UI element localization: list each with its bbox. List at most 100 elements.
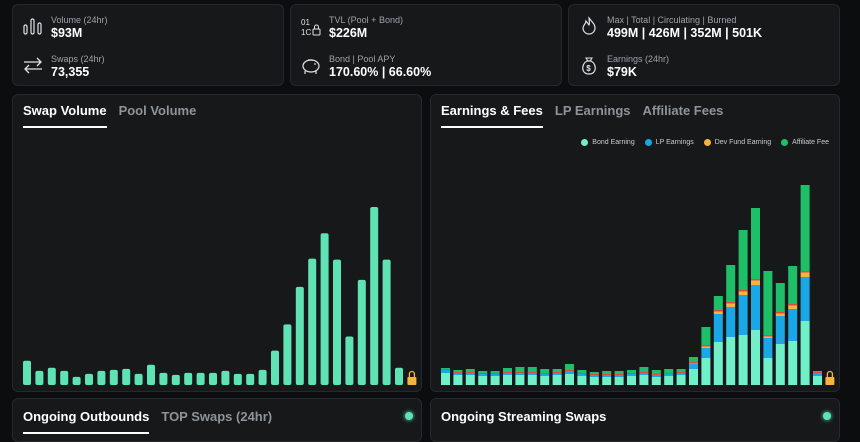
swap-volume-bar[interactable] (283, 324, 292, 385)
earnings-bar-segment[interactable] (589, 377, 599, 385)
legend-lp[interactable]: LP Earnings (644, 139, 694, 146)
earnings-bar-segment[interactable] (527, 373, 537, 375)
swap-volume-bar[interactable] (196, 372, 205, 385)
earnings-bar-segment[interactable] (775, 312, 785, 316)
earnings-bar-segment[interactable] (701, 348, 711, 358)
earnings-bar-segment[interactable] (788, 304, 798, 309)
earnings-bar-segment[interactable] (490, 374, 500, 376)
swap-volume-bar[interactable] (184, 372, 193, 385)
earnings-bar-segment[interactable] (689, 364, 698, 369)
earnings-bar-segment[interactable] (589, 372, 599, 374)
earnings-bar-segment[interactable] (465, 369, 475, 372)
earnings-bar-segment[interactable] (627, 370, 636, 373)
swap-volume-bar[interactable] (345, 336, 354, 385)
earnings-bar-segment[interactable] (639, 367, 649, 372)
earnings-bar-segment[interactable] (441, 370, 450, 373)
earnings-bar-segment[interactable] (602, 371, 612, 374)
earnings-bar-segment[interactable] (664, 374, 674, 376)
swap-volume-bar[interactable] (308, 258, 317, 385)
earnings-bar-segment[interactable] (713, 342, 723, 385)
earnings-bar-segment[interactable] (800, 277, 810, 321)
swap-volume-bar[interactable] (85, 373, 93, 385)
earnings-bar-segment[interactable] (503, 368, 512, 372)
swap-volume-bar[interactable] (258, 369, 267, 385)
tab-affiliate-fees[interactable]: Affiliate Fees (642, 103, 724, 118)
earnings-bar-segment[interactable] (602, 375, 612, 377)
earnings-bar-segment[interactable] (602, 377, 612, 385)
legend-dev[interactable]: Dev Fund Earning (703, 139, 771, 146)
earnings-bar-segment[interactable] (441, 368, 450, 369)
swap-volume-bar[interactable] (122, 368, 131, 385)
earnings-bar-segment[interactable] (788, 266, 798, 304)
earnings-bar-segment[interactable] (614, 371, 624, 374)
earnings-bar-segment[interactable] (515, 367, 525, 372)
earnings-bar-segment[interactable] (441, 373, 450, 385)
earnings-bar-segment[interactable] (775, 283, 785, 312)
swap-volume-bar[interactable] (60, 370, 69, 385)
earnings-bar-segment[interactable] (490, 371, 500, 373)
earnings-bar-segment[interactable] (664, 369, 674, 373)
earnings-bar-segment[interactable] (689, 369, 698, 385)
earnings-bar-segment[interactable] (490, 376, 500, 385)
earnings-bar-segment[interactable] (589, 375, 599, 377)
earnings-bar-segment[interactable] (701, 327, 711, 345)
earnings-bar-segment[interactable] (478, 371, 488, 373)
earnings-bar-segment[interactable] (453, 375, 463, 385)
earnings-bar-segment[interactable] (726, 302, 736, 307)
earnings-bar-segment[interactable] (577, 374, 587, 376)
earnings-bar-segment[interactable] (738, 290, 748, 295)
earnings-bar-segment[interactable] (465, 373, 475, 375)
earnings-bar-segment[interactable] (577, 370, 587, 373)
earnings-bar-segment[interactable] (651, 377, 661, 385)
earnings-bar-segment[interactable] (565, 371, 574, 374)
tab-earnings-fees[interactable]: Earnings & Fees (441, 103, 543, 128)
earnings-bar-segment[interactable] (676, 373, 686, 375)
swap-volume-bar[interactable] (295, 286, 304, 385)
earnings-bar-segment[interactable] (565, 364, 574, 370)
earnings-bar-segment[interactable] (788, 309, 798, 341)
earnings-bar-segment[interactable] (651, 370, 661, 374)
swap-volume-bar[interactable] (382, 259, 391, 385)
earnings-bar-segment[interactable] (540, 376, 550, 385)
earnings-bar-segment[interactable] (552, 375, 562, 385)
earnings-bar-segment[interactable] (800, 321, 810, 385)
earnings-bar-segment[interactable] (726, 265, 736, 302)
swap-volume-bar[interactable] (109, 369, 118, 385)
earnings-bar-segment[interactable] (751, 208, 760, 279)
swap-volume-bar[interactable] (159, 372, 168, 385)
earnings-bar-segment[interactable] (503, 373, 512, 375)
earnings-bar-segment[interactable] (763, 338, 773, 358)
earnings-bar-segment[interactable] (813, 376, 822, 385)
swap-volume-bar[interactable] (171, 374, 180, 385)
earnings-bar-segment[interactable] (503, 375, 512, 385)
earnings-bar-segment[interactable] (478, 376, 488, 385)
earnings-bar-segment[interactable] (701, 358, 711, 385)
earnings-bar-segment[interactable] (515, 375, 525, 385)
swap-volume-bar[interactable] (357, 279, 366, 385)
earnings-bar-segment[interactable] (751, 285, 760, 330)
earnings-bar-segment[interactable] (713, 296, 723, 310)
earnings-bar-segment[interactable] (465, 375, 475, 385)
earnings-bar-segment[interactable] (763, 271, 773, 335)
earnings-bar-segment[interactable] (738, 335, 748, 385)
earnings-bar-segment[interactable] (540, 374, 550, 376)
earnings-bar-segment[interactable] (689, 357, 698, 362)
earnings-bar-segment[interactable] (552, 369, 562, 372)
earnings-bar-segment[interactable] (726, 337, 736, 385)
earnings-bar-segment[interactable] (775, 344, 785, 385)
swap-volume-bar[interactable] (97, 370, 106, 385)
earnings-bar-segment[interactable] (453, 373, 463, 375)
earnings-bar-segment[interactable] (540, 369, 550, 373)
tab-pool-volume[interactable]: Pool Volume (118, 103, 197, 118)
earnings-bar-segment[interactable] (639, 375, 649, 385)
earnings-bar-segment[interactable] (651, 375, 661, 377)
earnings-bar-segment[interactable] (515, 373, 525, 375)
tab-lp-earnings[interactable]: LP Earnings (554, 103, 631, 118)
tab-swap-volume[interactable]: Swap Volume (23, 103, 107, 128)
swap-volume-bar[interactable] (320, 233, 329, 385)
earnings-bar-segment[interactable] (713, 310, 723, 314)
earnings-bar-segment[interactable] (751, 279, 760, 285)
swap-volume-bar[interactable] (271, 350, 279, 385)
swap-volume-bar[interactable] (23, 360, 31, 385)
earnings-bar-segment[interactable] (763, 358, 773, 385)
